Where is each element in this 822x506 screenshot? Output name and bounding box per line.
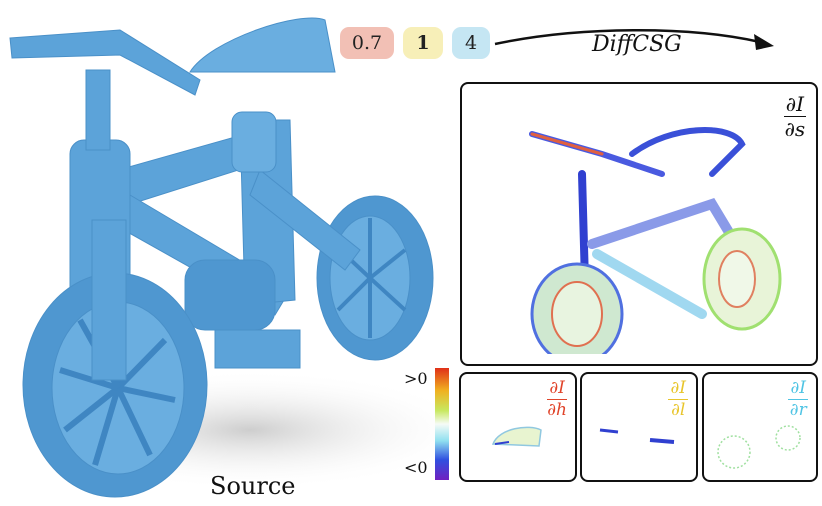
gradient-panel-l: ∂I ∂l: [580, 372, 698, 482]
gradient-visualization-l: [599, 428, 675, 444]
fraction-dr-numerator: ∂I: [788, 378, 808, 400]
stem: [85, 69, 111, 151]
seat: [189, 17, 336, 73]
fraction-dl: ∂I ∂l: [668, 380, 688, 419]
fraction-dh-denominator: ∂h: [547, 400, 567, 420]
source-label: Source: [210, 472, 296, 500]
method-label: DiffCSG: [592, 32, 682, 57]
gradient-visualization-h: [491, 426, 542, 447]
colorbar: [435, 368, 449, 480]
gradient-panel-r: ∂I ∂r: [702, 372, 818, 482]
param-pill-3: 4: [452, 27, 490, 59]
source-bicycle-model: [9, 17, 450, 498]
fraction-dl-denominator: ∂l: [671, 400, 686, 420]
fraction-dr: ∂I ∂r: [788, 380, 808, 419]
handlebar: [9, 29, 201, 96]
gradient-visualization-s: [529, 127, 782, 354]
param-pill-1: 0.7: [340, 27, 394, 59]
fraction-ds-denominator: ∂s: [784, 117, 806, 141]
gradient-panel-s: ∂I ∂s: [460, 82, 818, 366]
fraction-dr-denominator: ∂r: [789, 400, 807, 420]
diffcsg-arrow: [494, 28, 774, 50]
fraction-dh: ∂I ∂h: [547, 380, 567, 419]
colorbar-min-label: <0: [404, 458, 428, 477]
chain-stay: [249, 169, 361, 271]
colorbar-max-label: >0: [404, 369, 428, 388]
fork: [91, 219, 127, 381]
fraction-ds-numerator: ∂I: [783, 92, 806, 117]
crank: [184, 259, 276, 331]
fraction-ds: ∂I ∂s: [783, 92, 806, 141]
param-pill-2: 1: [403, 27, 443, 59]
fraction-dh-numerator: ∂I: [547, 380, 567, 400]
gradient-panel-h: ∂I ∂h: [459, 372, 577, 482]
pedal: [214, 329, 301, 369]
fraction-dl-numerator: ∂I: [668, 378, 688, 400]
arrow-head: [754, 34, 774, 50]
gradient-visualization-r: [717, 425, 801, 469]
seat-post: [231, 111, 277, 173]
